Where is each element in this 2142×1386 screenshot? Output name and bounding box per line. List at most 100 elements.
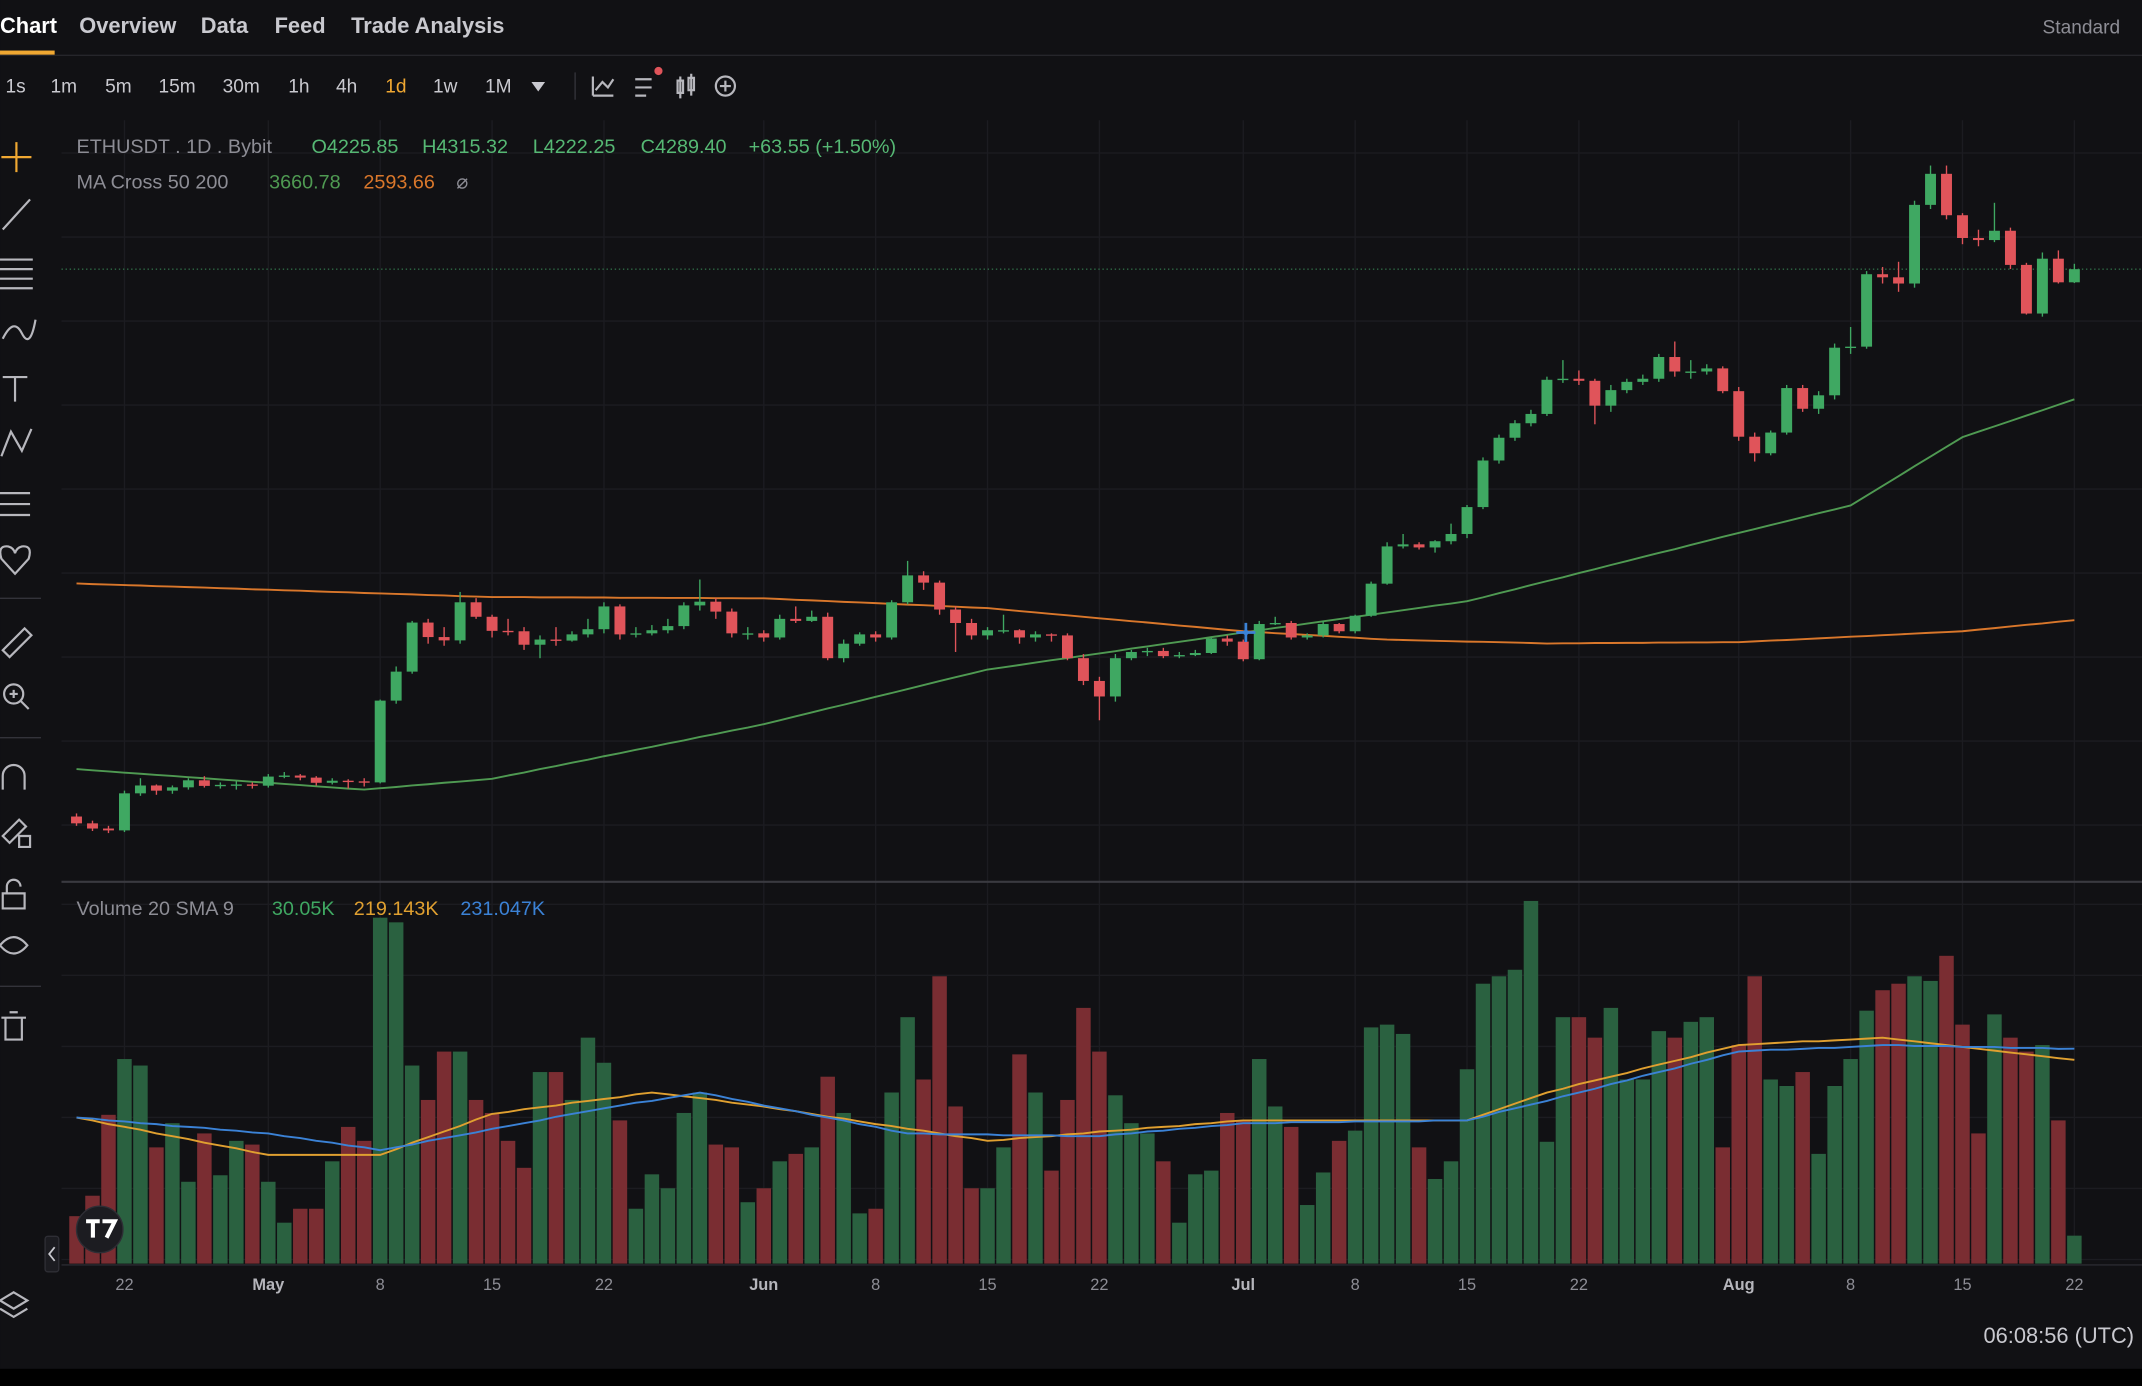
volume-bar xyxy=(1411,1147,1427,1264)
volume-bar xyxy=(516,1167,532,1264)
tab[interactable]: Feed xyxy=(275,13,326,38)
notification-dot xyxy=(654,66,663,76)
candle-body xyxy=(742,633,754,635)
magnet-tool[interactable] xyxy=(1,763,26,790)
candle-body xyxy=(1909,204,1921,284)
timeframe[interactable]: 1h xyxy=(288,76,309,97)
view-mode[interactable]: Standard xyxy=(2043,18,2121,39)
indicator-icon[interactable] xyxy=(591,76,615,97)
candle-body xyxy=(790,618,802,621)
candle-body xyxy=(1333,624,1345,632)
timeframe[interactable]: 1s xyxy=(5,76,25,97)
candle-body xyxy=(1221,638,1233,642)
candle-body xyxy=(150,785,162,791)
brush-tool[interactable] xyxy=(1,319,37,341)
visibility-tool[interactable] xyxy=(0,936,29,955)
volume-bar xyxy=(788,1153,803,1264)
timeframe[interactable]: 1w xyxy=(433,76,458,97)
candle-body xyxy=(1701,368,1713,372)
timeframe[interactable]: 1m xyxy=(51,76,78,97)
volume-bar xyxy=(1603,1007,1619,1264)
volume-bar xyxy=(868,1208,883,1264)
x-tick-label: 15 xyxy=(483,1276,501,1294)
volume-bar xyxy=(1699,1017,1715,1264)
volume-bar xyxy=(309,1208,324,1264)
chart-type-icon[interactable] xyxy=(676,73,696,99)
volume-bar xyxy=(2019,1051,2034,1264)
timeframe-bar: 1s 1m 5m 15m 30m 1h 4h 1d 1w 1M xyxy=(5,66,737,100)
timeframe[interactable]: 5m xyxy=(105,76,132,97)
candle-body xyxy=(1429,541,1441,548)
volume-bar xyxy=(740,1202,756,1264)
volume-value: 231.047K xyxy=(460,898,545,920)
candle-body xyxy=(214,784,226,787)
lock-tool[interactable] xyxy=(1,878,26,910)
forecast-tool[interactable] xyxy=(0,492,31,517)
volume-bar xyxy=(948,1106,963,1264)
fib-tool[interactable] xyxy=(0,258,33,290)
zoom-tool[interactable] xyxy=(3,683,25,705)
candle-body xyxy=(486,616,498,631)
volume-bar xyxy=(1795,1072,1810,1264)
trendline-tool[interactable] xyxy=(1,198,31,231)
delete-tool[interactable] xyxy=(1,1011,26,1041)
timeframe[interactable]: 4h xyxy=(336,76,357,97)
tab[interactable]: Chart xyxy=(0,13,57,38)
candle-body xyxy=(950,609,962,623)
template-icon[interactable] xyxy=(635,78,652,97)
timeframe[interactable]: 1M xyxy=(485,76,512,97)
candle-body xyxy=(886,602,898,638)
candle-body xyxy=(246,784,258,786)
volume-bar xyxy=(149,1147,164,1264)
pattern-tool[interactable] xyxy=(0,428,33,457)
candle-body xyxy=(1829,347,1841,396)
candle-body xyxy=(1525,413,1537,424)
moving-average-line xyxy=(76,582,2075,645)
candle-body xyxy=(71,816,82,824)
volume-bar xyxy=(1763,1079,1778,1264)
volume-bar xyxy=(181,1181,196,1264)
volume-bar xyxy=(1060,1099,1075,1264)
candle-body xyxy=(1349,615,1361,632)
volume-bar xyxy=(500,1140,516,1264)
candle-body xyxy=(2052,258,2064,283)
volume-bar xyxy=(820,1076,835,1264)
candle-body xyxy=(614,606,626,635)
volume-bar xyxy=(900,1017,915,1264)
candle-body xyxy=(550,639,562,641)
crosshair-tool[interactable] xyxy=(1,142,32,173)
candle-body xyxy=(1573,378,1585,381)
volume-bar xyxy=(1923,980,1938,1264)
tab[interactable]: Trade Analysis xyxy=(351,13,504,38)
volume-bar xyxy=(1523,900,1539,1264)
timeframe-dropdown[interactable] xyxy=(531,81,546,92)
measure-tool[interactable] xyxy=(1,626,33,659)
volume-bar xyxy=(1939,955,1954,1264)
logo[interactable] xyxy=(75,1205,124,1254)
add-icon[interactable] xyxy=(714,75,737,97)
candle-body xyxy=(262,776,274,786)
volume-bar xyxy=(2067,1235,2082,1264)
volume-bar xyxy=(452,1051,468,1264)
favorites-tool[interactable] xyxy=(0,545,31,576)
timeframe[interactable]: 30m xyxy=(223,76,260,97)
candle-body xyxy=(1381,546,1393,584)
text-tool[interactable] xyxy=(2,375,28,402)
volume-bar xyxy=(229,1140,244,1264)
candle-body xyxy=(1765,432,1777,454)
timeframe[interactable]: 1d xyxy=(385,76,406,97)
candle-body xyxy=(1589,380,1601,406)
candle-body xyxy=(166,787,178,791)
timeframe[interactable]: 15m xyxy=(158,76,195,97)
layers-tool[interactable] xyxy=(0,1291,30,1319)
tab[interactable]: Overview xyxy=(79,13,177,38)
volume-bar xyxy=(372,917,388,1264)
x-tick-label: 8 xyxy=(376,1276,385,1294)
lock-draw-tool[interactable] xyxy=(1,818,32,849)
x-tick-label: 8 xyxy=(1846,1276,1855,1294)
candle-body xyxy=(998,630,1009,632)
collapse-button[interactable] xyxy=(44,1235,60,1273)
tab[interactable]: Data xyxy=(201,13,249,38)
volume-bar xyxy=(2035,1045,2050,1264)
volume-bar xyxy=(484,1112,500,1264)
